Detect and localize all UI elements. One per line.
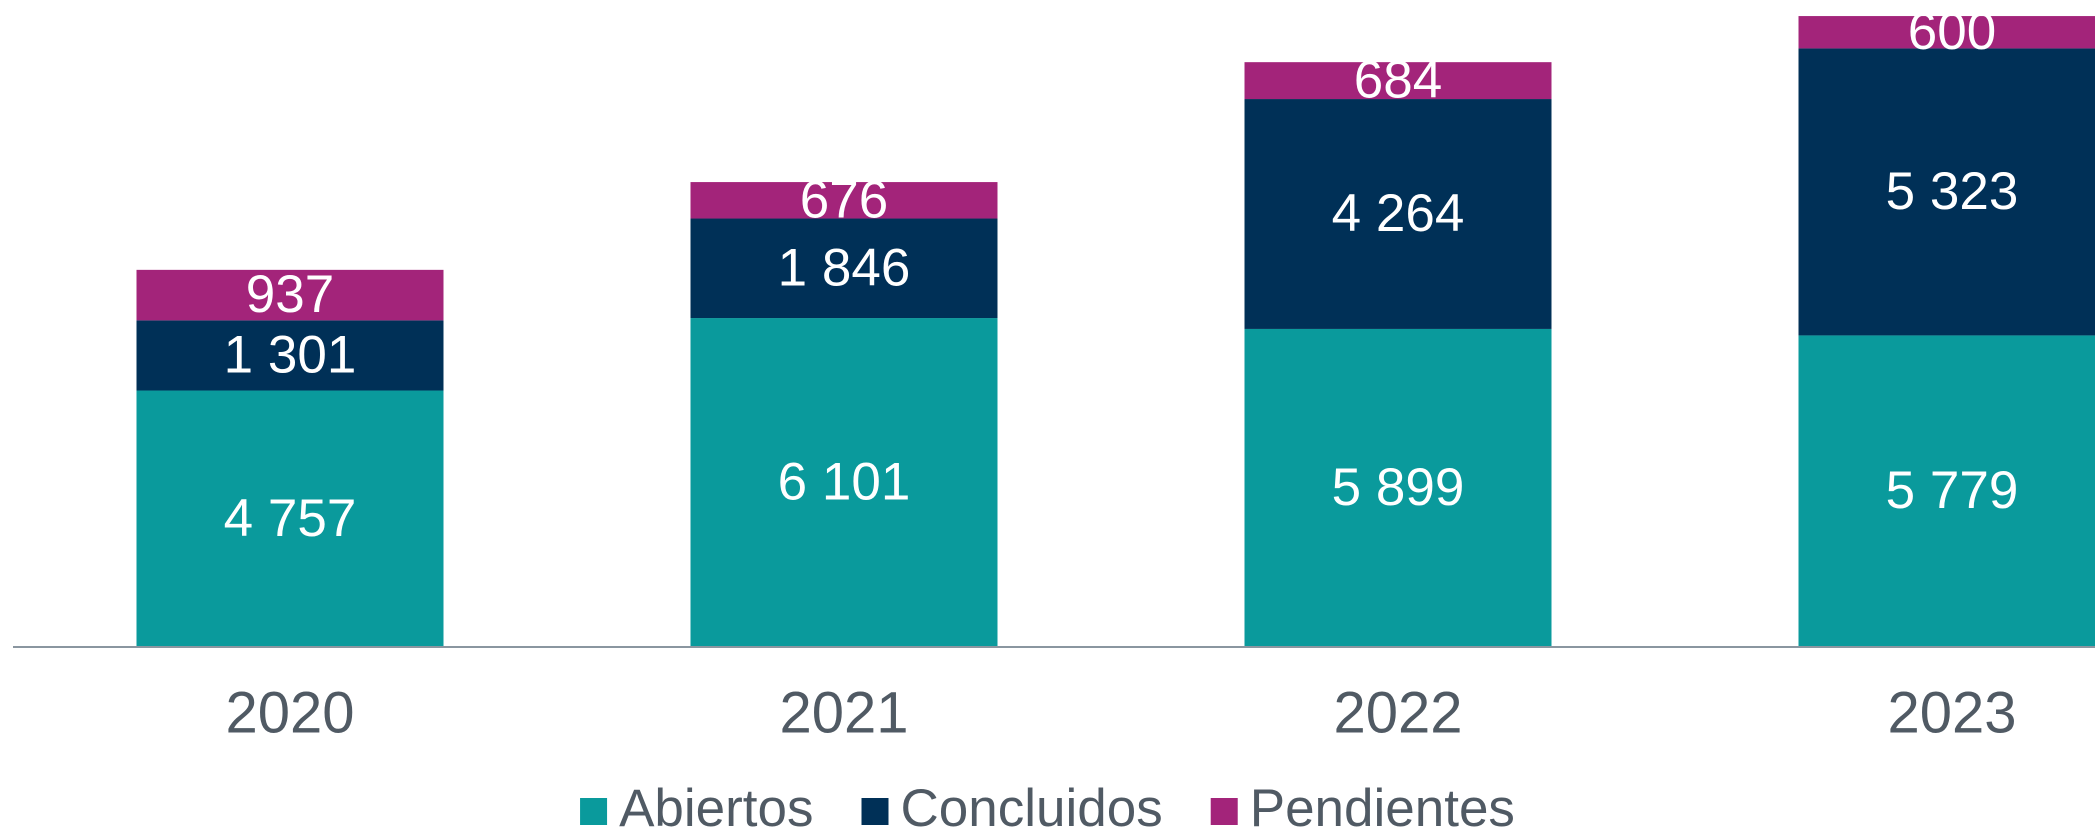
bar-segment <box>1798 16 2095 49</box>
bar-segment <box>136 269 444 321</box>
x-tick-label: 2023 <box>1887 680 2016 745</box>
data-label: 5 779 <box>1886 461 2019 520</box>
bar-segment <box>1244 62 1552 100</box>
bar-segment <box>1798 335 2095 647</box>
data-label: 600 <box>1908 2 1996 61</box>
x-tick-label: 2022 <box>1333 680 1462 745</box>
bar-segment <box>690 182 998 219</box>
data-label: 5 899 <box>1332 458 1465 517</box>
legend-swatch <box>1210 798 1238 825</box>
data-label: 4 757 <box>224 489 357 548</box>
data-label: 684 <box>1354 51 1442 110</box>
data-label: 676 <box>800 170 888 229</box>
bar-segment <box>690 218 998 319</box>
data-label: 4 264 <box>1332 184 1465 243</box>
bar-segment <box>1244 328 1552 647</box>
bar-segment <box>136 320 444 391</box>
data-label: 1 846 <box>778 238 911 297</box>
legend-label: Pendientes <box>1250 779 1515 835</box>
bar-segment <box>690 318 998 647</box>
x-tick-label: 2021 <box>779 680 908 745</box>
legend-swatch <box>861 798 889 825</box>
bar-segment <box>1244 99 1552 329</box>
legend-swatch <box>580 798 608 825</box>
bar-segment <box>1798 48 2095 336</box>
legend-label: Concluidos <box>901 779 1163 835</box>
data-label: 5 323 <box>1886 162 2019 221</box>
bar-segment <box>136 390 444 647</box>
data-label: 937 <box>246 265 334 324</box>
data-label: 1 301 <box>224 325 357 384</box>
x-tick-label: 2020 <box>225 680 354 745</box>
data-label: 6 101 <box>778 453 911 512</box>
legend-label: Abiertos <box>619 779 813 835</box>
